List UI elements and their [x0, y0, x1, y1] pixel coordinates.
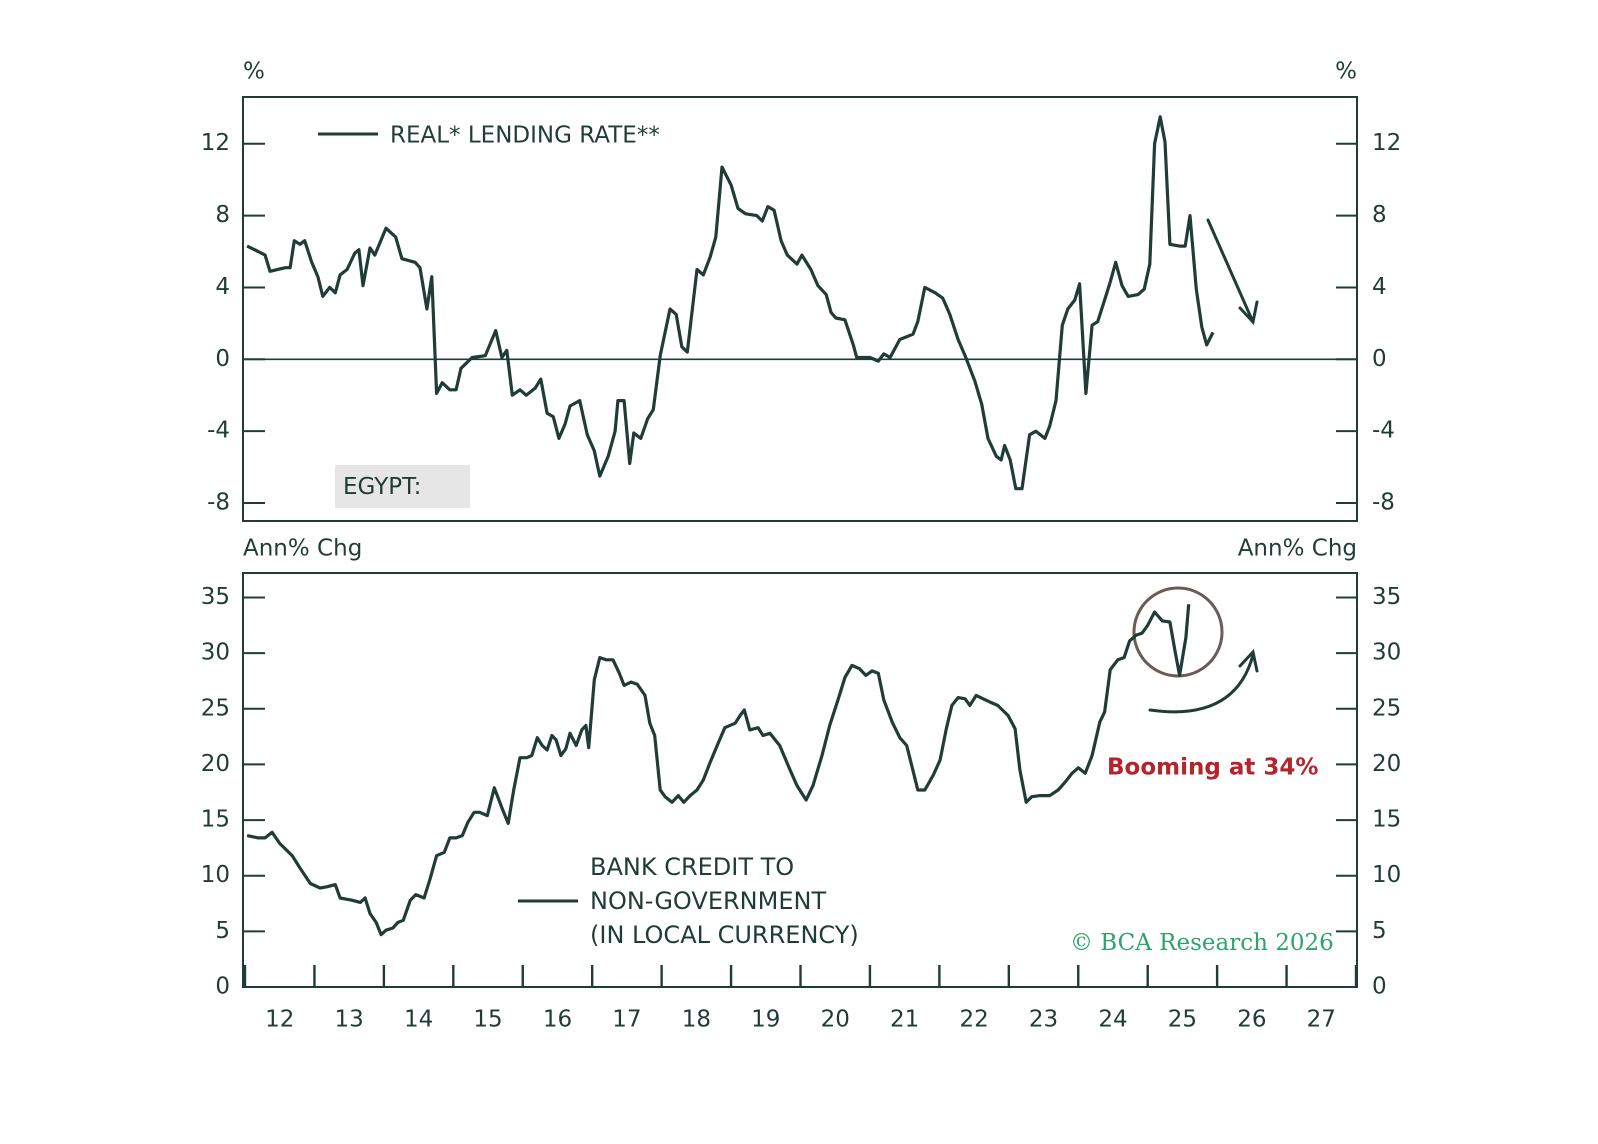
trend-arrow	[1206, 218, 1259, 326]
legend-label: REAL* LENDING RATE**	[390, 123, 660, 149]
y2-tick-label: 25	[1372, 695, 1401, 721]
x-tick-label: 20	[821, 1007, 850, 1033]
x-tick-label: 22	[959, 1007, 988, 1033]
x-tick-label: 17	[612, 1007, 641, 1033]
y-unit-right: Ann% Chg	[1238, 536, 1357, 562]
source-credit: © BCA Research 2026	[1070, 930, 1334, 956]
plot-frame	[242, 96, 1358, 522]
y2-tick-label: 8	[1372, 202, 1387, 228]
x-tick-label: 19	[751, 1007, 780, 1033]
x-tick-label: 18	[682, 1007, 711, 1033]
series-line	[246, 115, 1215, 491]
series-line	[246, 604, 1191, 937]
panel-label: EGYPT:	[343, 474, 421, 500]
x-tick-label: 25	[1168, 1007, 1197, 1033]
y-tick-label: 12	[201, 130, 230, 156]
x-tick-label: 15	[473, 1007, 502, 1033]
y2-tick-label: 0	[1372, 346, 1387, 372]
y-tick-label: 8	[215, 202, 230, 228]
y2-tick-label: 35	[1372, 584, 1401, 610]
y2-tick-label: 0	[1372, 974, 1387, 1000]
annotation: Booming at 34%	[1107, 755, 1318, 781]
y2-tick-label: 12	[1372, 130, 1401, 156]
y2-tick-label: -8	[1372, 490, 1395, 516]
y-tick-label: -4	[207, 418, 230, 444]
y-tick-label: -8	[207, 490, 230, 516]
y-tick-label: 0	[215, 974, 230, 1000]
y-unit-left: %	[243, 59, 265, 85]
y-tick-label: 30	[201, 640, 230, 666]
highlight-circle	[1132, 586, 1224, 678]
y-tick-label: 35	[201, 584, 230, 610]
y-tick-label: 5	[215, 918, 230, 944]
y-unit-left: Ann% Chg	[243, 536, 362, 562]
y-tick-label: 0	[215, 346, 230, 372]
y-tick-label: 15	[201, 807, 230, 833]
y-unit-right: %	[1335, 59, 1357, 85]
y2-tick-label: 10	[1372, 862, 1401, 888]
x-tick-label: 14	[404, 1007, 433, 1033]
x-tick-label: 23	[1029, 1007, 1058, 1033]
y-tick-label: 10	[201, 862, 230, 888]
x-tick-label: 12	[265, 1007, 294, 1033]
legend-label: BANK CREDIT TO NON-GOVERNMENT (IN LOCAL …	[590, 853, 859, 949]
x-tick-label: 13	[335, 1007, 364, 1033]
x-tick-label: 16	[543, 1007, 572, 1033]
y-tick-label: 4	[215, 274, 230, 300]
rebound-arrow	[1148, 648, 1259, 714]
y2-tick-label: 20	[1372, 751, 1401, 777]
y2-tick-label: -4	[1372, 418, 1395, 444]
x-tick-label: 26	[1237, 1007, 1266, 1033]
y2-tick-label: 5	[1372, 918, 1387, 944]
y2-tick-label: 30	[1372, 640, 1401, 666]
y-tick-label: 25	[201, 695, 230, 721]
x-tick-label: 24	[1098, 1007, 1127, 1033]
y2-tick-label: 4	[1372, 274, 1387, 300]
x-tick-label: 27	[1307, 1007, 1336, 1033]
x-tick-label: 21	[890, 1007, 919, 1033]
y2-tick-label: 15	[1372, 807, 1401, 833]
label-box	[335, 465, 470, 508]
y-tick-label: 20	[201, 751, 230, 777]
